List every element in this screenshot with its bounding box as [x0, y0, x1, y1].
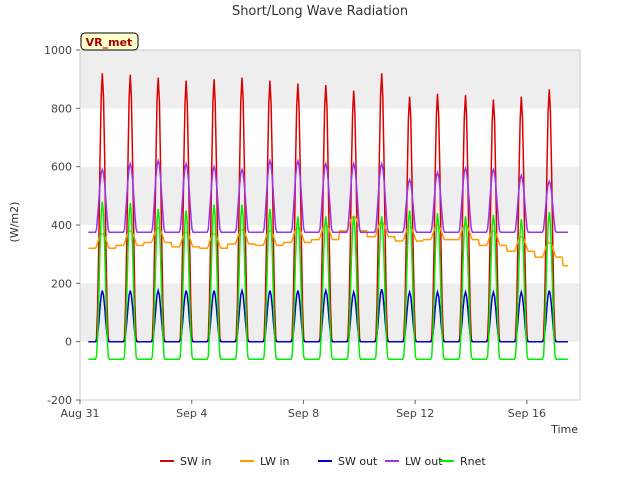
legend-label-sw-in: SW in — [180, 455, 211, 468]
x-tick-label: Sep 12 — [396, 407, 434, 420]
series-line-lw-in — [88, 215, 568, 267]
legend-label-sw-out: SW out — [338, 455, 378, 468]
y-tick-label: 400 — [51, 219, 72, 232]
y-axis-ticks: -200 0 200 400 600 800 1000 — [44, 44, 80, 407]
x-tick-label: Aug 31 — [61, 407, 100, 420]
y-axis-label: (W/m2) — [8, 202, 21, 243]
y-tick-label: 600 — [51, 161, 72, 174]
legend: SW in LW in SW out LW out Rnet — [160, 455, 486, 468]
band--200-0 — [80, 341, 580, 400]
legend-label-lw-in: LW in — [260, 455, 290, 468]
legend-label-lw-out: LW out — [405, 455, 443, 468]
y-tick-label: 800 — [51, 102, 72, 115]
station-badge: VR_met — [80, 32, 139, 51]
series-line-lw-out — [88, 157, 568, 234]
x-tick-label: Sep 8 — [288, 407, 319, 420]
station-badge-text: VR_met — [86, 36, 133, 49]
band-600-800 — [80, 108, 580, 167]
y-tick-label: -200 — [47, 394, 72, 407]
y-tick-label: 200 — [51, 277, 72, 290]
y-tick-label: 1000 — [44, 44, 72, 57]
x-tick-label: Sep 4 — [176, 407, 207, 420]
series-line-rnet — [88, 201, 568, 360]
x-axis-label: Time — [550, 423, 578, 436]
band-800-1000 — [80, 50, 580, 109]
x-axis-ticks: Aug 31 Sep 4 Sep 8 Sep 12 Sep 16 — [61, 400, 546, 420]
y-tick-label: 0 — [65, 336, 72, 349]
chart-title: Short/Long Wave Radiation — [232, 4, 408, 19]
x-tick-label: Sep 16 — [508, 407, 546, 420]
legend-label-rnet: Rnet — [460, 455, 486, 468]
station-badge-box — [80, 32, 139, 51]
series-lines — [88, 73, 568, 360]
